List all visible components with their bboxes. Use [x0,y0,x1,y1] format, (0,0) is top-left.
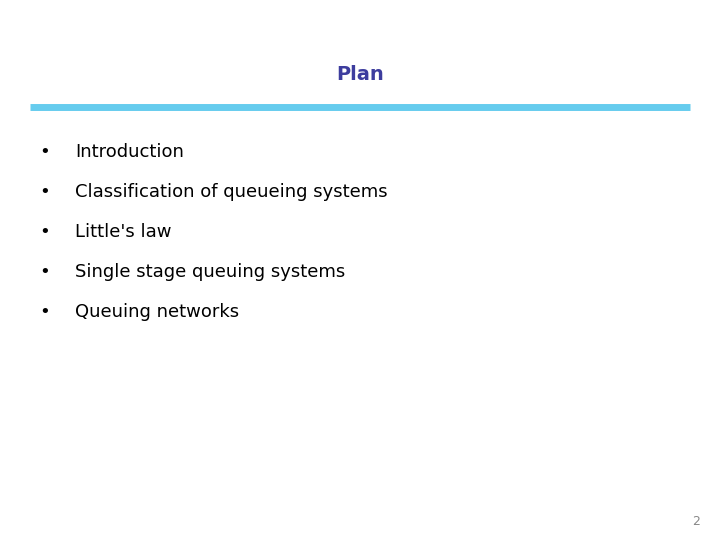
Text: •: • [40,303,50,321]
Text: •: • [40,263,50,281]
Text: Queuing networks: Queuing networks [75,303,239,321]
Text: Classification of queueing systems: Classification of queueing systems [75,183,387,201]
Text: 2: 2 [692,515,700,528]
Text: •: • [40,223,50,241]
Text: •: • [40,143,50,161]
Text: •: • [40,183,50,201]
Text: Plan: Plan [336,65,384,84]
Text: Single stage queuing systems: Single stage queuing systems [75,263,346,281]
Text: Little's law: Little's law [75,223,171,241]
Text: Introduction: Introduction [75,143,184,161]
